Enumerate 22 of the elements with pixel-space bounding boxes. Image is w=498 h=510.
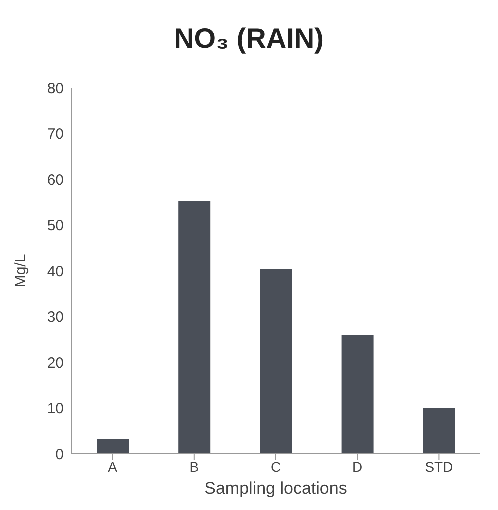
y-tick-label: 70: [47, 126, 64, 144]
y-tick-label: 30: [47, 309, 64, 326]
y-tick-label: 60: [47, 172, 64, 189]
bar: [178, 201, 211, 454]
y-tick-label: 0: [56, 446, 64, 464]
x-axis-title: Sampling locations: [204, 479, 348, 498]
x-tick-label: B: [190, 458, 200, 475]
bar: [423, 408, 456, 454]
y-axis-title: Mg/L: [12, 254, 30, 288]
x-tick-label: STD: [425, 458, 454, 475]
x-tick-label: A: [108, 458, 118, 475]
x-tick-label: D: [352, 458, 363, 475]
y-tick-label: 10: [47, 400, 64, 418]
y-tick-label: 80: [47, 80, 64, 98]
bar: [260, 269, 292, 454]
y-tick-label: 50: [47, 218, 64, 235]
bar: [342, 335, 374, 454]
y-tick-label: 20: [47, 354, 64, 372]
y-tick-label: 40: [47, 263, 64, 280]
chart-title: NO₃ (RAIN): [173, 22, 325, 56]
bar: [97, 439, 129, 454]
x-tick-label: C: [270, 458, 282, 475]
